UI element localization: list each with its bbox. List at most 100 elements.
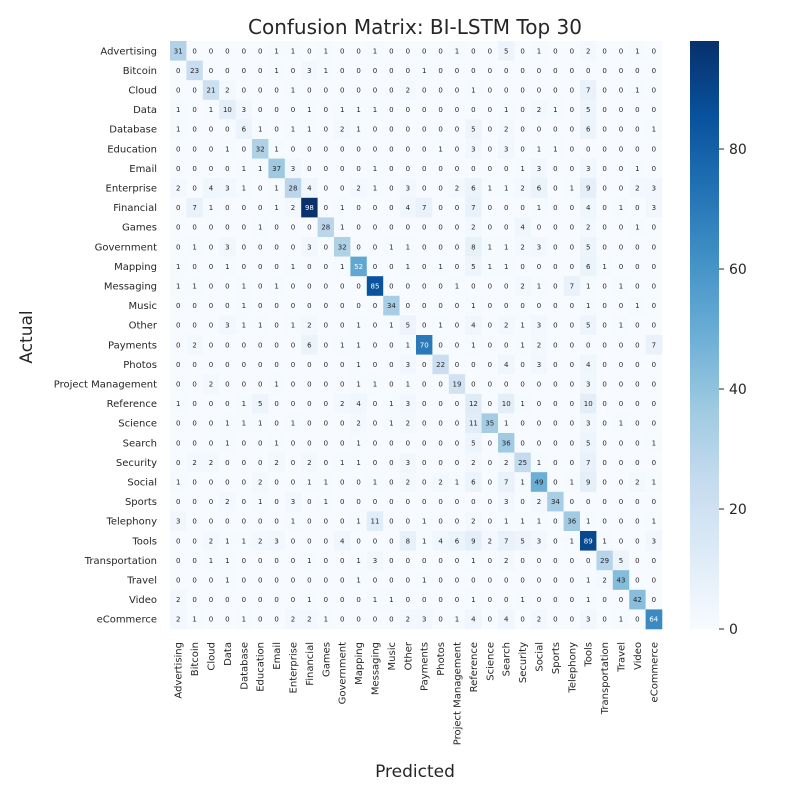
cell-value-label: 0 — [553, 557, 557, 565]
cell-value-label: 4 — [586, 361, 591, 369]
cell-value-label: 1 — [652, 126, 656, 134]
cell-value-label: 3 — [504, 498, 508, 506]
cell-value-label: 4 — [340, 537, 345, 545]
heatmap-cell — [252, 178, 269, 199]
cell-value-label: 28 — [321, 224, 330, 232]
cell-value-label: 0 — [438, 67, 442, 75]
cell-value-label: 1 — [520, 479, 524, 487]
x-tick-label: Social — [535, 642, 546, 672]
cell-value-label: 1 — [652, 479, 656, 487]
cell-value-label: 0 — [455, 557, 459, 565]
heatmap-cell — [465, 80, 482, 101]
heatmap-cell — [580, 531, 597, 551]
heatmap-cell — [317, 472, 335, 493]
cell-value-label: 0 — [324, 145, 328, 153]
heatmap-cell — [514, 178, 532, 199]
cell-value-label: 11 — [469, 420, 478, 428]
cell-value-label: 0 — [652, 381, 656, 389]
heatmap-cell — [186, 60, 204, 81]
cell-value-label: 0 — [602, 459, 606, 467]
heatmap-cell — [219, 335, 236, 355]
heatmap-cell — [170, 41, 187, 61]
heatmap-cell — [645, 374, 663, 395]
cell-value-label: 0 — [274, 518, 278, 526]
heatmap-cell — [170, 491, 187, 512]
cell-value-label: 2 — [471, 459, 475, 467]
heatmap-cell — [432, 217, 450, 238]
heatmap-cell — [645, 158, 663, 179]
cell-value-label: 0 — [209, 263, 213, 271]
cell-value-label: 0 — [422, 420, 426, 428]
heatmap-cell — [580, 197, 597, 218]
cell-value-label: 0 — [356, 67, 360, 75]
cell-value-label: 0 — [373, 145, 377, 153]
cell-value-label: 0 — [504, 283, 508, 291]
cell-value-label: 0 — [488, 616, 492, 624]
heatmap-cell — [432, 99, 450, 120]
x-tick-label: Search — [502, 642, 513, 676]
cell-value-label: 1 — [635, 47, 639, 55]
heatmap-cell — [317, 119, 335, 140]
cell-value-label: 1 — [209, 204, 213, 212]
heatmap-cell — [465, 197, 482, 218]
cell-value-label: 0 — [406, 596, 410, 604]
cell-value-label: 1 — [652, 439, 656, 447]
heatmap-cell — [498, 256, 515, 277]
heatmap-cell — [580, 276, 597, 297]
heatmap-cell — [432, 315, 450, 336]
heatmap-cell — [498, 178, 515, 199]
heatmap-cell — [170, 217, 187, 238]
heatmap-cell — [186, 452, 204, 473]
heatmap-cell — [514, 217, 532, 238]
heatmap-cell — [219, 413, 236, 434]
heatmap-cell — [383, 413, 400, 434]
heatmap-cell — [268, 511, 286, 532]
heatmap-cell — [498, 374, 515, 395]
cell-value-label: 2 — [635, 479, 639, 487]
heatmap-cell — [563, 335, 581, 355]
heatmap-cell — [383, 531, 400, 551]
cell-value-label: 35 — [485, 420, 494, 428]
heatmap-cell — [629, 433, 646, 453]
cell-value-label: 1 — [520, 596, 524, 604]
cell-value-label: 0 — [422, 47, 426, 55]
cell-value-label: 1 — [242, 165, 246, 173]
cell-value-label: 2 — [274, 459, 278, 467]
cell-value-label: 28 — [289, 185, 298, 193]
heatmap-cell — [202, 511, 220, 532]
cell-value-label: 0 — [324, 577, 328, 585]
cell-value-label: 1 — [340, 224, 344, 232]
heatmap-cell — [219, 256, 236, 277]
cell-value-label: 3 — [274, 537, 278, 545]
cell-value-label: 0 — [209, 341, 213, 349]
cell-value-label: 0 — [307, 283, 311, 291]
heatmap-cell — [399, 335, 417, 355]
heatmap-cell — [629, 354, 646, 375]
cell-value-label: 0 — [488, 459, 492, 467]
cell-value-label: 1 — [242, 400, 246, 408]
heatmap-cell — [563, 41, 581, 61]
cell-value-label: 0 — [192, 400, 196, 408]
heatmap-cell — [448, 217, 466, 238]
cell-value-label: 0 — [242, 224, 246, 232]
heatmap-cell — [219, 354, 236, 375]
heatmap-cell — [202, 276, 220, 297]
cell-value-label: 0 — [652, 498, 656, 506]
cell-value-label: 2 — [471, 224, 475, 232]
heatmap-cell — [498, 354, 515, 375]
cell-value-label: 0 — [488, 577, 492, 585]
cell-value-label: 0 — [553, 439, 557, 447]
cell-value-label: 0 — [471, 47, 475, 55]
cell-value-label: 2 — [586, 224, 590, 232]
cell-value-label: 0 — [340, 185, 344, 193]
cell-value-label: 1 — [274, 145, 278, 153]
cell-value-label: 0 — [422, 400, 426, 408]
cell-value-label: 1 — [471, 341, 475, 349]
cell-value-label: 1 — [373, 479, 377, 487]
cell-value-label: 2 — [192, 341, 196, 349]
cell-value-label: 2 — [291, 616, 295, 624]
heatmap-cell — [612, 413, 630, 434]
heatmap-cell — [350, 589, 368, 610]
heatmap-cell — [350, 433, 368, 453]
cell-value-label: 1 — [635, 87, 639, 95]
